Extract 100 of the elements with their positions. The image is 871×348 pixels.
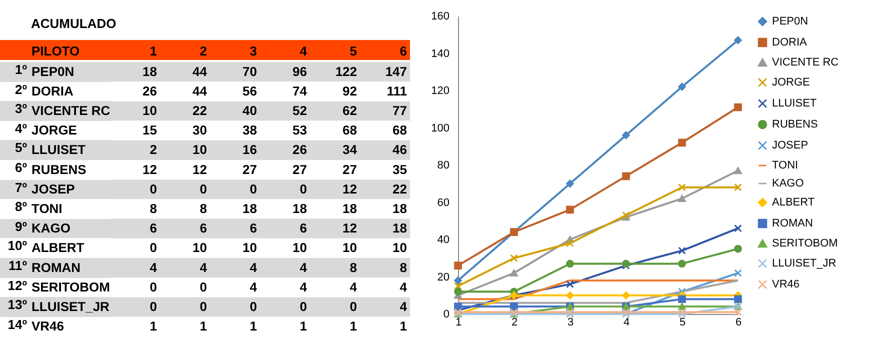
y-tick-label: 120 [431, 85, 450, 97]
data-label: 10 [242, 240, 257, 256]
data-label: 15 [142, 122, 157, 138]
data-label: 12 [342, 220, 357, 236]
x-tick-label: 4 [300, 44, 308, 58]
data-label: 4 [200, 260, 208, 275]
y-tick-label: 100 [431, 122, 450, 134]
x-tick-label: 2 [511, 316, 518, 328]
data-label: 77 [392, 102, 407, 118]
data-label: 4 [300, 260, 308, 275]
data-label: 10 [392, 240, 407, 256]
data-label: 12 [142, 162, 157, 177]
data-label: 12 [342, 181, 357, 196]
data-label: 52 [292, 102, 307, 118]
y2-tick-label: 13º [6, 297, 27, 314]
data-label: 68 [392, 122, 407, 138]
data-label: 4 [250, 279, 258, 294]
data-label: 4 [250, 260, 258, 275]
y-tick-label: KAGO [32, 220, 70, 236]
data-label: 10 [192, 240, 207, 256]
y-tick-label: ROMAN [32, 260, 81, 275]
data-label: 74 [292, 83, 308, 98]
y-tick-label: 20 [437, 271, 450, 284]
data-label: 22 [192, 102, 207, 118]
y-tick-label: JOSEP [32, 181, 76, 196]
data-label: 2 [150, 142, 157, 158]
data-label: 18 [392, 220, 407, 236]
data-label: 18 [292, 200, 307, 216]
legend-label: ALBERT [772, 196, 815, 208]
y2-tick-label: 7º [14, 180, 27, 197]
data-label: 10 [142, 102, 157, 118]
legend-label: SERITOBOM [772, 238, 838, 250]
x-tick-label: 4 [623, 316, 630, 328]
data-label: 0 [300, 181, 307, 196]
legend-label: ROMAN [772, 218, 813, 230]
data-label: 0 [150, 240, 157, 256]
y-tick-label: ALBERT [32, 240, 84, 256]
legend-label: LLUISET_JR [772, 258, 836, 270]
data-label: 8 [150, 200, 157, 216]
y2-tick-label: 2º [14, 82, 27, 99]
data-label: 27 [342, 162, 357, 177]
data-label: 62 [342, 102, 357, 118]
y-tick-label: VICENTE RC [32, 102, 111, 118]
data-label: 4 [350, 279, 358, 294]
legend-label: PEP0N [772, 16, 808, 28]
y-tick-label: 0 [443, 308, 450, 320]
x-tick-label: 1 [150, 44, 157, 58]
data-label: 53 [292, 122, 307, 138]
data-label: 0 [200, 298, 207, 314]
x-tick-label: 5 [350, 44, 357, 58]
data-label: 18 [242, 200, 257, 216]
x-tick-label: 3 [567, 316, 574, 328]
data-label: 6 [200, 220, 207, 236]
y2-tick-label: 3º [14, 101, 27, 118]
y-tick-label: JORGE [32, 122, 78, 138]
data-label: 16 [242, 142, 257, 158]
y-tick-label: 80 [437, 160, 450, 172]
y-tick-label: TONI [32, 200, 62, 216]
data-label: 44 [192, 64, 208, 79]
legend-label: DORIA [772, 36, 808, 48]
chart-title: ACUMULADO [31, 16, 116, 31]
legend-label: JOSEP [772, 140, 808, 152]
y2-tick-label: 12º [6, 278, 27, 295]
data-label: 96 [292, 64, 307, 79]
y-tick-label: LLUISET [32, 142, 86, 158]
data-label: 68 [342, 122, 357, 138]
legend-label: RUBENS [772, 118, 818, 130]
legend-label: TONI [772, 160, 798, 172]
data-label: 147 [385, 64, 407, 79]
x-tick-label: 2 [200, 44, 207, 58]
data-label: 0 [150, 181, 157, 196]
y-tick-label: LLUISET_JR [32, 298, 110, 314]
data-label: 8 [350, 260, 357, 275]
data-label: 38 [242, 122, 257, 138]
x-tick-label: 3 [250, 44, 257, 58]
y2-tick-label: 14º [6, 316, 27, 334]
data-label: 4 [400, 279, 408, 294]
data-label: 10 [342, 240, 357, 256]
data-label: 0 [300, 298, 307, 314]
y-tick-label: 160 [431, 10, 450, 22]
y2-tick-label: 5º [14, 140, 27, 158]
y-tick-label: DORIA [32, 83, 74, 98]
data-label: 111 [386, 83, 407, 98]
data-label: 6 [150, 220, 157, 236]
data-label: 18 [392, 200, 407, 216]
data-label: 44 [192, 83, 208, 98]
y-tick-label: RUBENS [32, 162, 87, 177]
data-label: 6 [300, 220, 307, 236]
legend-label: JORGE [772, 76, 810, 88]
data-label: 6 [250, 220, 257, 236]
data-label: 4 [300, 279, 308, 294]
data-label: 12 [192, 162, 207, 177]
data-label: 26 [142, 83, 157, 98]
data-label: 4 [400, 298, 408, 314]
legend-label: LLUISET [772, 98, 817, 110]
data-label: 10 [292, 240, 307, 256]
y2-tick-label: 4º [14, 120, 27, 138]
y2-tick-label: 10º [6, 238, 27, 256]
y2-tick-label: 8º [14, 199, 27, 216]
y2-tick-label: 9º [14, 218, 27, 236]
